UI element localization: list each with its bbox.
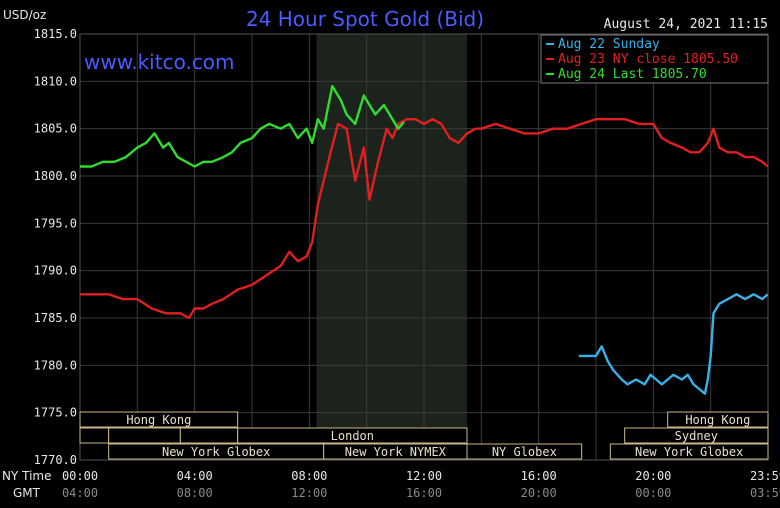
- series-line: [578, 293, 769, 395]
- axes-layer: 1815.0 1810.0 1805.0 1800.0 1795.0 1790.0 1785…: [34, 27, 780, 500]
- grid-layer: [79, 33, 769, 461]
- x-tick-label-gmt: 12:00: [291, 486, 327, 500]
- kitco-watermark: www.kitco.com: [84, 50, 235, 74]
- y-tick-label: 1790.0: [34, 264, 77, 278]
- legend-label: Aug 23 NY close 1805.50: [558, 52, 738, 67]
- session-label: New York NYMEX: [345, 445, 447, 459]
- session-label: NY Globex: [492, 445, 557, 459]
- gmt-label: GMT: [13, 486, 41, 500]
- session-bar: [79, 411, 239, 428]
- legend-label: Aug 22 Sunday: [558, 37, 660, 52]
- chart-title: 24 Hour Spot Gold (Bid): [246, 7, 484, 31]
- session-label: Hong Kong: [685, 413, 750, 427]
- series-layer: [80, 84, 769, 395]
- session-bar: [466, 443, 583, 460]
- y-tick-label: 1780.0: [34, 358, 77, 372]
- legend-label: Aug 24 Last 1805.70: [558, 67, 707, 82]
- y-tick-label: 1805.0: [34, 122, 77, 136]
- session-bar: [108, 427, 181, 444]
- x-tick-label-ny: 23:59: [750, 469, 780, 483]
- session-label: London: [331, 429, 374, 443]
- legend-box: [540, 34, 769, 84]
- session-label: New York Globex: [635, 445, 743, 459]
- x-tick-label-gmt: 16:00: [406, 486, 442, 500]
- x-tick-label-ny: 12:00: [406, 469, 442, 483]
- x-tick-label-gmt: 20:00: [521, 486, 557, 500]
- y-tick-label: 1785.0: [34, 311, 77, 325]
- series-line: [80, 84, 405, 168]
- unit-label: USD/oz: [3, 8, 46, 22]
- session-bar: [179, 427, 239, 444]
- x-tick-label-ny: 20:00: [635, 469, 671, 483]
- session-label: Sydney: [675, 429, 718, 443]
- y-tick-label: 1795.0: [34, 216, 77, 230]
- x-tick-label-gmt: 04:00: [62, 486, 98, 500]
- datetime-stamp: August 24, 2021 11:15: [604, 17, 768, 32]
- y-tick-label: 1810.0: [34, 74, 77, 88]
- session-bar: [79, 427, 110, 444]
- session-bar: [667, 411, 769, 428]
- ny-time-label: NY Time: [2, 469, 52, 483]
- x-tick-label-gmt: 08:00: [177, 486, 213, 500]
- y-tick-label: 1775.0: [34, 406, 77, 420]
- x-tick-label-ny: 04:00: [177, 469, 213, 483]
- x-tick-label-gmt: 00:00: [635, 486, 671, 500]
- y-tick-label: 1800.0: [34, 169, 77, 183]
- session-bar: [237, 427, 468, 444]
- market-sessions-layer: Hong Kong Hong Kong London Sydney New York G…: [79, 411, 769, 460]
- y-tick-label: 1815.0: [34, 27, 77, 41]
- session-bar: [609, 443, 769, 460]
- x-tick-label-ny: 16:00: [521, 469, 557, 483]
- y-tick-label: 1770.0: [34, 453, 77, 467]
- session-label: Hong Kong: [126, 413, 191, 427]
- x-tick-label-ny: 00:00: [62, 469, 98, 483]
- plot-frame: [79, 33, 769, 461]
- session-label: New York Globex: [162, 445, 270, 459]
- series-line: [80, 117, 769, 320]
- x-tick-label-gmt: 03:59: [750, 486, 780, 500]
- session-bar: [624, 427, 769, 444]
- x-tick-label-ny: 08:00: [291, 469, 327, 483]
